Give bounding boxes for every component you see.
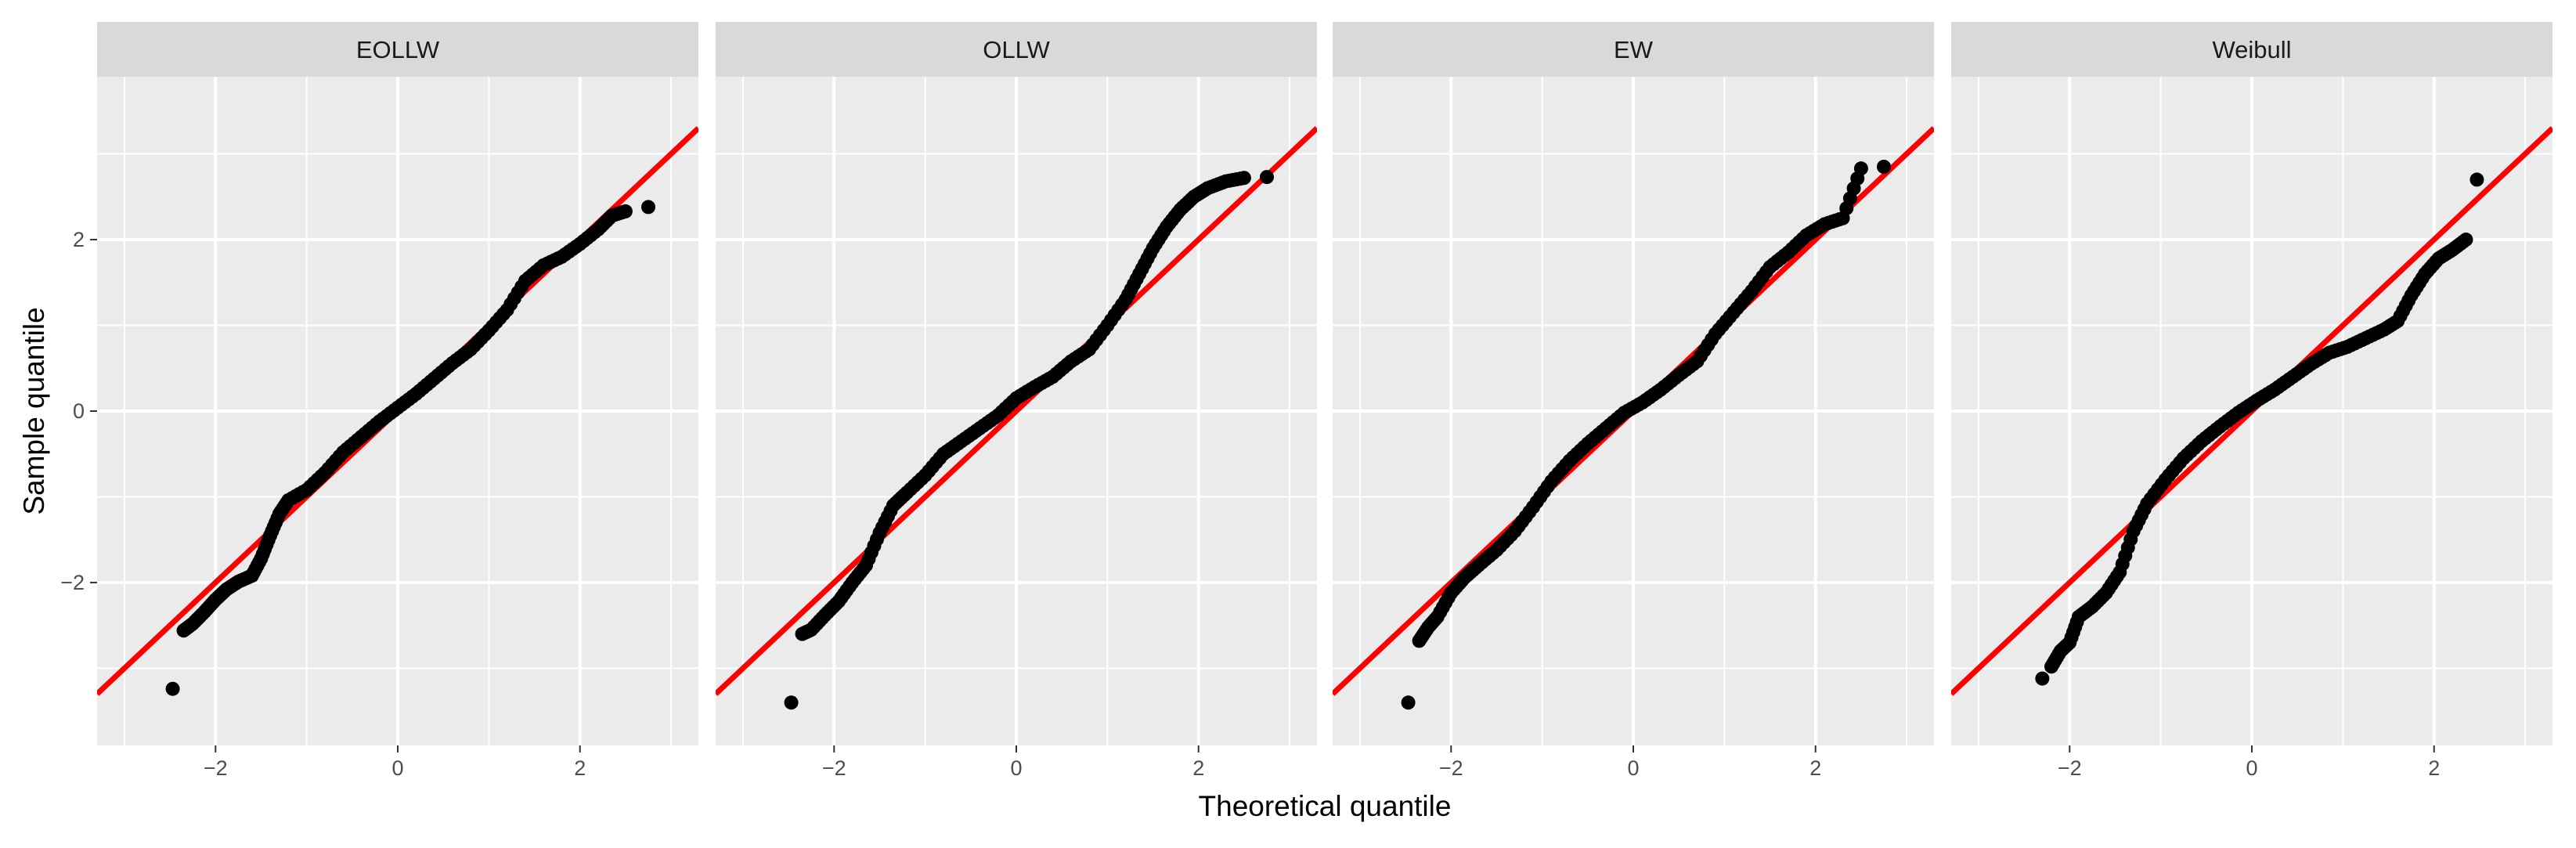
sample-points [2035, 172, 2484, 686]
reference-line [716, 126, 1317, 696]
facet-strip-label: EW [1614, 36, 1654, 63]
y-axis: −2 0 2 [60, 228, 97, 594]
x-tick-label: 0 [1627, 756, 1639, 780]
qq-point [641, 200, 655, 215]
major-grid [716, 77, 1317, 745]
facet-panel-ollw: OLLW −2 0 2 [716, 22, 1317, 780]
qq-point [1877, 159, 1891, 174]
qq-point [2137, 502, 2152, 517]
sample-points [784, 170, 1274, 710]
qq-point [615, 204, 630, 219]
x-tick-label: 0 [2246, 756, 2257, 780]
qq-point [2035, 671, 2050, 686]
qq-point [2470, 172, 2484, 187]
facet-panel-weibull: Weibull −2 0 2 [1951, 22, 2553, 780]
x-axis-ticks: −2 0 2 [204, 745, 586, 780]
qq-point [1401, 695, 1416, 710]
qq-point [165, 681, 180, 696]
y-axis-title: Sample quantile [18, 307, 50, 514]
x-tick-label: 2 [1809, 756, 1821, 780]
qq-point [1705, 332, 1719, 347]
facet-strip [1333, 22, 1934, 77]
qq-point [1233, 171, 1248, 186]
qq-point [2455, 234, 2470, 249]
qq-point [1096, 323, 1111, 337]
x-axis-title: Theoretical quantile [1199, 790, 1452, 822]
facet-strip-label: EOLLW [356, 36, 440, 63]
x-tick-label: −2 [204, 756, 228, 780]
qq-point [2123, 532, 2138, 547]
x-axis-ticks: −2 0 2 [822, 745, 1204, 780]
x-tick-label: −2 [1439, 756, 1463, 780]
x-tick-label: 2 [574, 756, 586, 780]
qq-point [784, 695, 799, 710]
facet-strip [1951, 22, 2553, 77]
x-tick-label: 0 [1010, 756, 1022, 780]
y-tick-label: 0 [73, 399, 85, 423]
x-tick-label: −2 [822, 756, 846, 780]
facet-strip-label: Weibull [2212, 36, 2291, 63]
sample-points [1401, 159, 1891, 710]
x-tick-label: 0 [391, 756, 403, 780]
x-tick-label: −2 [2058, 756, 2082, 780]
qq-point [1831, 212, 1846, 227]
qq-point [1850, 171, 1865, 186]
qq-point [2109, 569, 2124, 584]
qq-point [869, 532, 884, 547]
facet-strip [97, 22, 698, 77]
facet-panel-ew: EW −2 0 2 [1333, 22, 1934, 780]
facet-strip-label: OLLW [983, 36, 1050, 63]
facet-strip [716, 22, 1317, 77]
x-axis-ticks: −2 0 2 [2058, 745, 2440, 780]
qq-point [496, 307, 511, 322]
qq-point [1260, 170, 1274, 185]
sample-points [165, 200, 655, 696]
facet-panel-eollw: EOLLW −2 0 2 [97, 22, 698, 780]
qq-point [1522, 504, 1537, 519]
facet-panels: EOLLW −2 0 2 OLLW −2 0 2 EW −2 0 2 Weibull −2 0 2 [97, 22, 2553, 780]
y-tick-label: −2 [60, 571, 85, 594]
x-tick-label: 2 [1192, 756, 1204, 780]
x-axis-ticks: −2 0 2 [1439, 745, 1821, 780]
qq-point [1114, 298, 1129, 312]
x-tick-label: 2 [2428, 756, 2440, 780]
y-tick-label: 2 [73, 228, 85, 251]
